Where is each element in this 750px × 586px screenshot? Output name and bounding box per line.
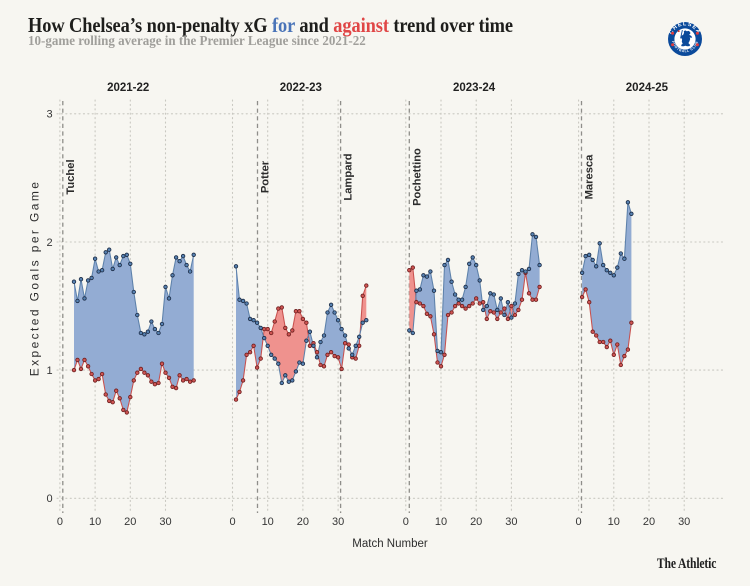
svg-text:10: 10 <box>435 516 447 528</box>
svg-text:20: 20 <box>643 516 655 528</box>
svg-text:10: 10 <box>608 516 620 528</box>
svg-text:0: 0 <box>46 493 52 505</box>
svg-text:1: 1 <box>46 365 52 377</box>
svg-text:10: 10 <box>89 516 101 528</box>
svg-text:2023-24: 2023-24 <box>453 82 496 94</box>
svg-text:30: 30 <box>678 516 690 528</box>
svg-text:2024-25: 2024-25 <box>626 82 669 94</box>
svg-text:Lampard: Lampard <box>343 153 355 200</box>
svg-text:Pochettino: Pochettino <box>411 148 423 206</box>
svg-text:20: 20 <box>124 516 136 528</box>
svg-text:0: 0 <box>576 516 582 528</box>
svg-text:2: 2 <box>46 237 52 249</box>
svg-text:2022-23: 2022-23 <box>280 82 322 94</box>
svg-text:Potter: Potter <box>260 160 272 193</box>
svg-text:30: 30 <box>332 516 344 528</box>
svg-text:30: 30 <box>505 516 517 528</box>
svg-text:20: 20 <box>297 516 309 528</box>
svg-text:10: 10 <box>262 516 274 528</box>
svg-text:Expected Goals per Game: Expected Goals per Game <box>28 180 42 377</box>
svg-text:20: 20 <box>470 516 482 528</box>
svg-text:0: 0 <box>403 516 409 528</box>
svg-text:3: 3 <box>46 109 52 121</box>
svg-text:Tuchel: Tuchel <box>65 159 77 194</box>
svg-text:30: 30 <box>159 516 171 528</box>
svg-text:Match Number: Match Number <box>352 538 428 550</box>
svg-text:Maresca: Maresca <box>584 154 596 200</box>
svg-text:0: 0 <box>57 516 63 528</box>
svg-text:2021-22: 2021-22 <box>107 82 149 94</box>
svg-text:0: 0 <box>229 516 235 528</box>
